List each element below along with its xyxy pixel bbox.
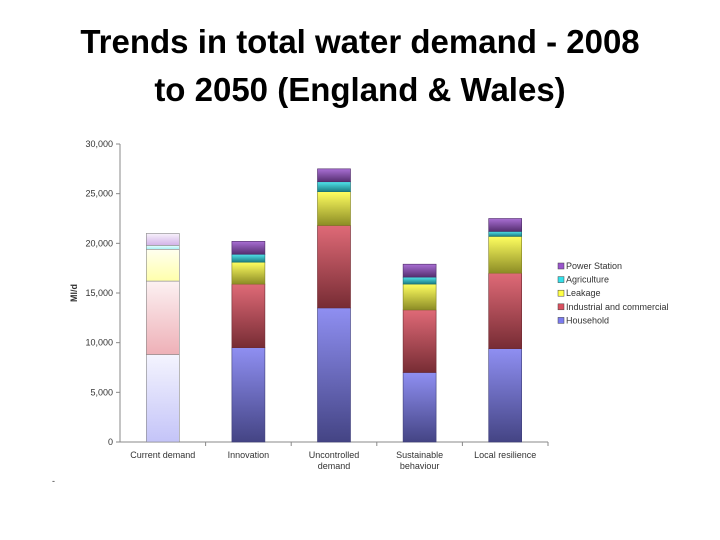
bar-sustainable-behaviour-industrial-and-commercial	[402, 309, 437, 373]
y-axis-label: Ml/d	[69, 284, 79, 302]
bar-local-resilience-power-station	[488, 218, 523, 232]
bar-sustainable-behaviour-household	[402, 372, 437, 443]
chart-labels: Current demand Innovation Uncontrolleddema…	[130, 450, 536, 471]
bar-local-resilience-industrial-and-commercial	[488, 272, 523, 349]
x-category-label: Uncontrolled	[309, 450, 360, 460]
y-tick-label: 10,000	[85, 338, 113, 348]
legend-label-industrial-and-commercial: Industrial and commercial	[566, 302, 669, 312]
x-category-label: behaviour	[400, 461, 440, 471]
bar-sustainable-behaviour-leakage	[402, 283, 437, 311]
chart-axes: 0 5,000 10,000 15,000 20,000 25,000 30,000 Ml/d	[69, 139, 549, 447]
x-category-label: Local resilience	[474, 450, 536, 460]
bar-current-demand-agriculture	[146, 245, 180, 250]
bar-innovation-leakage	[231, 261, 266, 285]
bar-current-demand-household	[146, 354, 180, 443]
legend-label-power-station: Power Station	[566, 261, 622, 271]
legend-label-agriculture: Agriculture	[566, 275, 609, 285]
bar-current-demand-leakage	[146, 248, 180, 282]
bar-uncontrolled-demand-power-station	[317, 168, 351, 183]
x-category-label: Current demand	[130, 450, 195, 460]
slide-title-line-2: to 2050 (England & Wales)	[154, 71, 566, 108]
legend-swatch-power-station	[557, 262, 565, 270]
bar-local-resilience-agriculture	[488, 231, 523, 237]
bar-innovation-household	[231, 347, 266, 443]
bar-current-demand-industrial-and-commercial	[146, 280, 180, 355]
chart-bars	[146, 168, 523, 443]
bar-uncontrolled-demand-agriculture	[317, 181, 351, 192]
slide-title: Trends in total water demand - 2008 to 2…	[20, 18, 700, 114]
bar-uncontrolled-demand-leakage	[317, 191, 351, 226]
legend-swatch-industrial-and-commercial	[557, 303, 565, 311]
y-tick-label: 0	[108, 437, 113, 447]
bar-uncontrolled-demand-household	[317, 307, 351, 443]
y-tick-label: 15,000	[85, 288, 113, 298]
bar-sustainable-behaviour-power-station	[402, 263, 437, 278]
footnote-mark: -	[52, 476, 55, 486]
bar-innovation-power-station	[231, 241, 266, 255]
chart-legend: Power Station Agriculture Leakage Industria…	[557, 261, 669, 325]
legend-label-household: Household	[566, 315, 609, 325]
bar-innovation-industrial-and-commercial	[231, 283, 266, 348]
bar-uncontrolled-demand-industrial-and-commercial	[317, 225, 351, 309]
slide-title-line-1: Trends in total water demand - 2008	[80, 23, 640, 60]
x-category-label: Innovation	[228, 450, 270, 460]
bar-local-resilience-leakage	[488, 236, 523, 274]
y-tick-label: 25,000	[85, 189, 113, 199]
x-category-label: demand	[318, 461, 351, 471]
legend-swatch-leakage	[557, 289, 565, 297]
legend-label-leakage: Leakage	[566, 288, 601, 298]
bar-current-demand-power-station	[146, 233, 180, 246]
x-category-label: Sustainable	[396, 450, 443, 460]
y-tick-label: 20,000	[85, 238, 113, 248]
bar-innovation-agriculture	[231, 253, 266, 263]
y-tick-label: 5,000	[90, 387, 113, 397]
y-tick-label: 30,000	[85, 139, 113, 149]
legend-swatch-agriculture	[557, 276, 565, 283]
bar-local-resilience-household	[488, 348, 523, 443]
bar-sustainable-behaviour-agriculture	[402, 276, 437, 285]
legend-swatch-household	[557, 317, 565, 324]
